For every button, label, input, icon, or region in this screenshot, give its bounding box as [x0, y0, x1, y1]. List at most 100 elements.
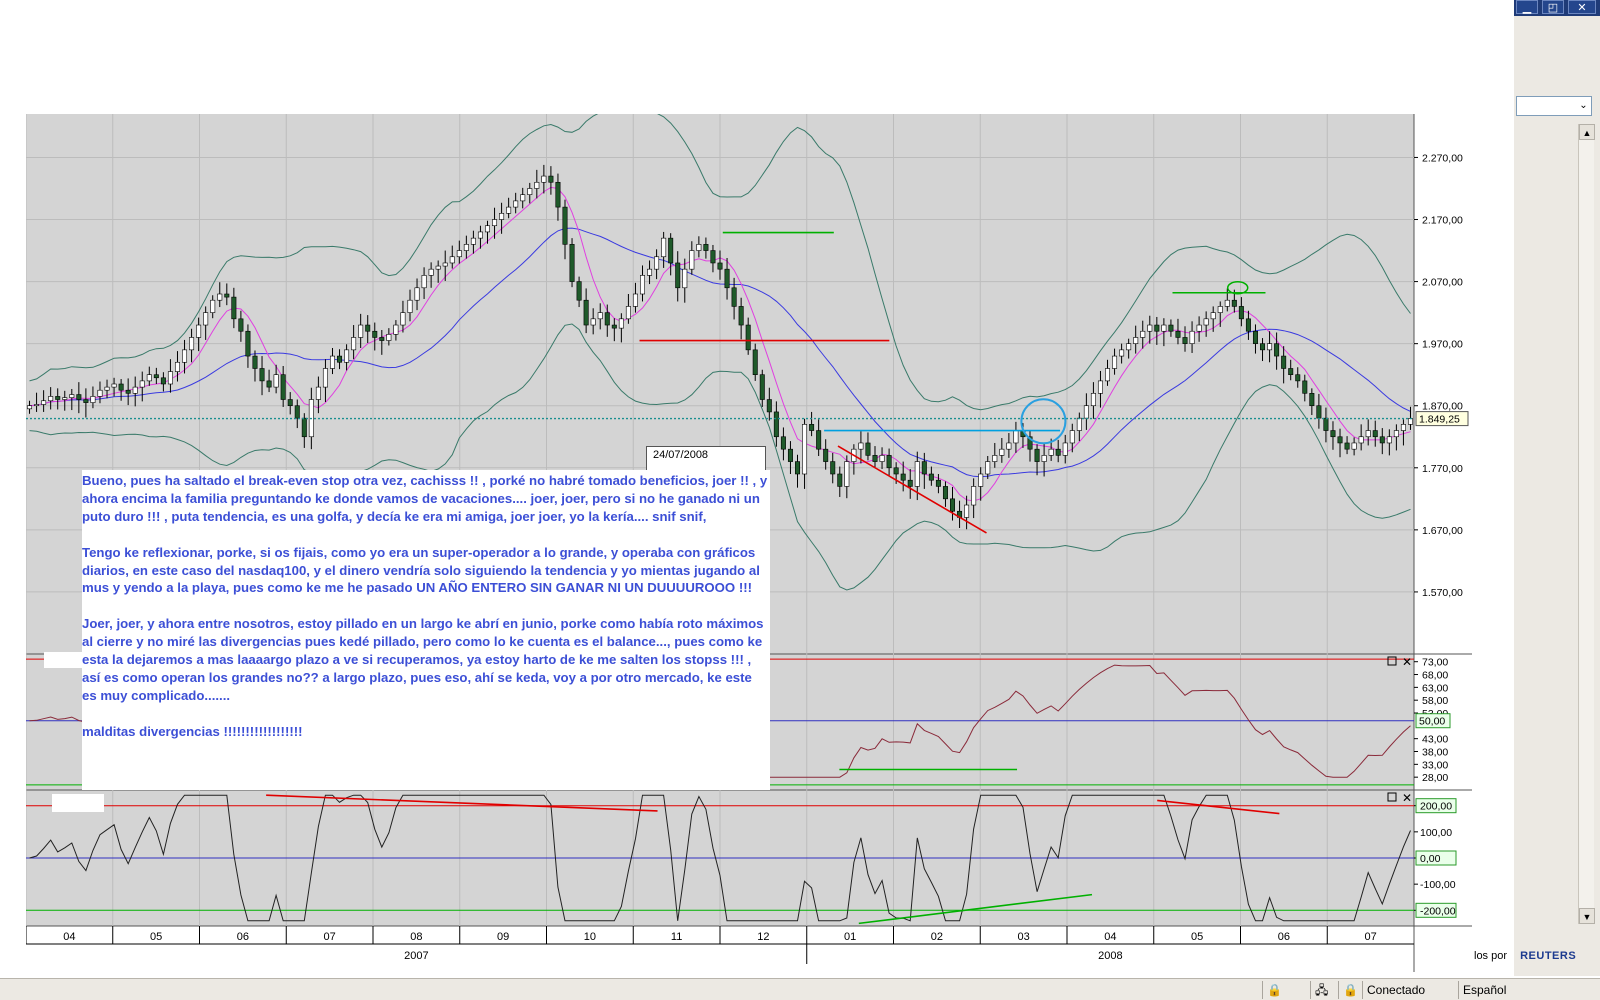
candle-body: [1238, 306, 1244, 320]
candle-body: [1076, 417, 1082, 431]
slow-moving-average-line: [29, 227, 1411, 478]
candle-body: [1309, 393, 1315, 407]
candle-body: [76, 394, 82, 400]
candle-body: [1323, 417, 1329, 431]
candle-body: [1302, 380, 1308, 394]
candle-body: [287, 399, 293, 407]
candle-body: [421, 275, 427, 289]
candle-body: [1182, 337, 1188, 344]
close-icon: ✕: [1577, 2, 1587, 14]
candle-body: [379, 337, 385, 341]
bollinger-upper-line: [29, 114, 1411, 411]
candle-body: [231, 296, 237, 320]
candle-body: [224, 293, 230, 298]
chevron-down-icon[interactable]: ⌄: [1579, 100, 1588, 111]
osc1-tick-label: 38,00: [1422, 747, 1448, 759]
candle-body: [928, 473, 934, 481]
scroll-up-icon[interactable]: ▲: [1579, 124, 1595, 140]
bollinger-lower-line: [29, 323, 1411, 591]
candle-body: [865, 442, 871, 456]
date-tooltip: 24/07/2008: [646, 446, 766, 472]
panel-close-icon: ✕: [1402, 791, 1412, 805]
comment-box: Bueno, pues ha saltado el break-even sto…: [82, 470, 770, 790]
candle-body: [34, 404, 40, 407]
candle-body: [1034, 448, 1040, 462]
candle-body: [1196, 324, 1202, 332]
candle-body: [210, 299, 216, 313]
language-status: Español: [1458, 981, 1600, 999]
candle-body: [1055, 448, 1061, 456]
candle-body: [160, 377, 166, 385]
minimize-icon: ▁: [1522, 2, 1532, 14]
osc2-level-tag: [1415, 902, 1457, 918]
candle-body: [322, 368, 328, 388]
candle-body: [1295, 374, 1301, 382]
osc2-trendline: [266, 794, 658, 812]
candle-body: [971, 486, 977, 506]
axis-background: [1414, 114, 1472, 972]
candle-body: [992, 455, 998, 462]
candle-body: [597, 312, 603, 320]
year-label: 2008: [1098, 950, 1122, 962]
candle-body: [238, 318, 244, 332]
candle-body: [999, 448, 1005, 456]
osc1-tick-label: 28,00: [1422, 772, 1448, 784]
candle-body: [872, 455, 878, 462]
month-label: 12: [757, 931, 769, 943]
minimize-button[interactable]: ▁: [1516, 0, 1538, 14]
candle-body: [745, 324, 751, 351]
scroll-down-icon[interactable]: ▼: [1579, 908, 1595, 924]
candle-body: [463, 244, 469, 251]
candle-body: [139, 380, 145, 388]
month-label: 03: [1018, 931, 1030, 943]
candle-body: [1097, 380, 1103, 394]
candle-body: [372, 330, 378, 338]
candle-body: [1274, 343, 1280, 357]
candle-body: [921, 461, 927, 475]
osc1-tick-label: 33,00: [1422, 759, 1448, 771]
candle-body: [1344, 442, 1350, 450]
candle-body: [1140, 330, 1146, 338]
candle-body: [245, 330, 251, 357]
candle-body: [69, 394, 75, 398]
candle-body: [280, 374, 286, 400]
candle-body: [48, 396, 54, 402]
osc2-tick-label: 100,00: [1420, 827, 1452, 839]
month-label: 04: [1104, 931, 1116, 943]
candle-body: [1090, 393, 1096, 407]
candle-body: [104, 386, 110, 391]
top-marker-ellipse: [1226, 281, 1249, 295]
candle-body: [935, 479, 941, 487]
candle-body: [780, 436, 786, 450]
candle-body: [477, 231, 483, 239]
candle-body: [964, 504, 970, 518]
candle-body: [682, 268, 688, 289]
candle-body: [111, 383, 117, 388]
candle-body: [1119, 349, 1125, 357]
candle-body: [1133, 337, 1139, 344]
candle-body: [858, 442, 864, 450]
candle-body: [449, 256, 455, 264]
candle-body: [196, 324, 202, 338]
candle-body: [456, 250, 462, 258]
comment-paragraph: Joer, joer, y ahora entre nosotros, esto…: [82, 616, 764, 703]
osc2-tick-label: -100,00: [1420, 879, 1456, 891]
candle-body: [893, 467, 899, 475]
restore-button[interactable]: ◰: [1542, 0, 1564, 14]
candle-body: [534, 181, 540, 189]
reuters-prefix: los por: [1474, 950, 1508, 962]
candle-body: [1154, 324, 1160, 332]
candle-body: [978, 473, 984, 487]
candle-body: [625, 306, 631, 320]
side-panel-scrollbar[interactable]: ▲ ▼: [1578, 124, 1595, 924]
candle-body: [337, 355, 343, 363]
candle-body: [752, 349, 758, 375]
candle-body: [97, 389, 103, 397]
close-button[interactable]: ✕: [1568, 0, 1596, 14]
comment-paragraph: Tengo ke reflexionar, porke, si os fijai…: [82, 544, 760, 596]
candle-body: [513, 200, 519, 208]
candle-body: [541, 175, 547, 183]
candle-body: [83, 399, 89, 403]
candle-body: [266, 380, 272, 388]
symbol-combo[interactable]: [1516, 96, 1592, 116]
